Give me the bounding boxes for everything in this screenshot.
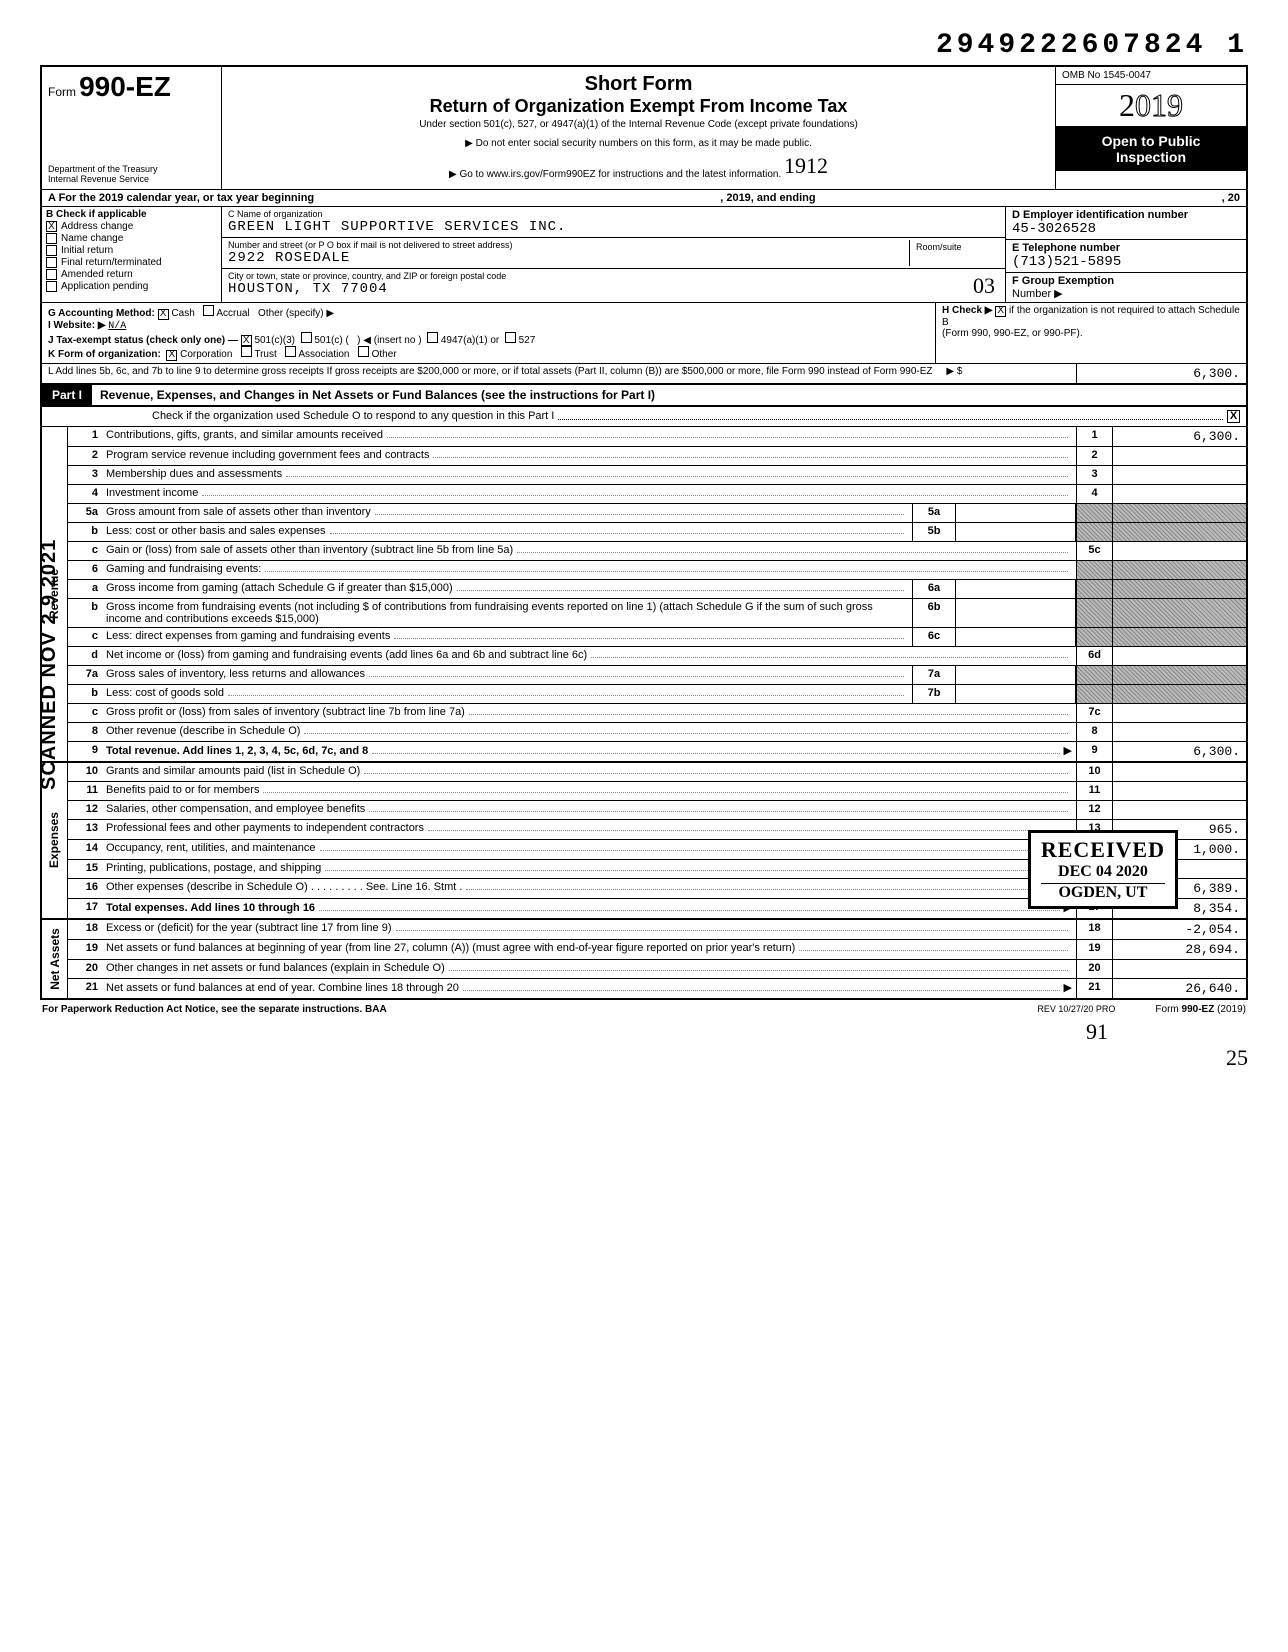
- line-c: cGross profit or (loss) from sales of in…: [68, 704, 1246, 723]
- phone: (713)521-5895: [1012, 254, 1240, 270]
- line-11: 11Benefits paid to or for members11: [68, 782, 1246, 801]
- line-19: 19Net assets or fund balances at beginni…: [68, 940, 1246, 960]
- amt-20: [1112, 960, 1246, 978]
- checkbox[interactable]: [46, 233, 57, 244]
- line-3: 3Membership dues and assessments3: [68, 466, 1246, 485]
- checkbox[interactable]: [46, 245, 57, 256]
- title1: Short Form: [232, 73, 1045, 96]
- accrual-checkbox[interactable]: [203, 305, 214, 316]
- room-suite: Room/suite: [909, 240, 999, 266]
- amt-21: 26,640.: [1112, 979, 1246, 998]
- col-c: C Name of organization GREEN LIGHT SUPPO…: [222, 207, 1006, 302]
- handwritten-25: 25: [40, 1045, 1248, 1071]
- h-checkbox[interactable]: X: [995, 306, 1006, 317]
- scanned-stamp: SCANNED NOV 2 9 2021: [38, 539, 61, 790]
- amt-1: 6,300.: [1112, 427, 1246, 446]
- page-footer: For Paperwork Reduction Act Notice, see …: [40, 1000, 1248, 1019]
- form-header: Form 990-EZ Department of the Treasury I…: [40, 65, 1248, 189]
- line-6: 6Gaming and fundraising events:: [68, 561, 1246, 580]
- received-stamp: RECEIVED DEC 04 2020 OGDEN, UT: [1028, 830, 1178, 909]
- row-l: L Add lines 5b, 6c, and 7b to line 9 to …: [40, 364, 1248, 385]
- city: HOUSTON, TX 77004: [228, 281, 999, 297]
- line-4: 4Investment income4: [68, 485, 1246, 504]
- amt-12: [1112, 801, 1246, 819]
- website: N/A: [108, 321, 126, 332]
- line-2: 2Program service revenue including gover…: [68, 447, 1246, 466]
- schedule-o-checkbox[interactable]: X: [1227, 410, 1240, 423]
- amt-7c: [1112, 704, 1246, 722]
- line-b: bLess: cost or other basis and sales exp…: [68, 523, 1246, 542]
- amt-2: [1112, 447, 1246, 465]
- amt-18: -2,054.: [1112, 920, 1246, 939]
- line-c: cLess: direct expenses from gaming and f…: [68, 628, 1246, 647]
- subtitle: Under section 501(c), 527, or 4947(a)(1)…: [232, 119, 1045, 130]
- street: 2922 ROSEDALE: [228, 250, 909, 266]
- 501c3-checkbox[interactable]: X: [241, 335, 252, 346]
- amt-10: [1112, 763, 1246, 781]
- section-revenue: Revenue1Contributions, gifts, grants, an…: [40, 427, 1248, 763]
- title2: Return of Organization Exempt From Incom…: [232, 96, 1045, 117]
- checkbox[interactable]: [46, 281, 57, 292]
- line-5a: 5aGross amount from sale of assets other…: [68, 504, 1246, 523]
- line-1: 1Contributions, gifts, grants, and simil…: [68, 427, 1246, 447]
- handwritten-annot: 1912: [784, 153, 828, 178]
- header-right: OMB No 1545-0047 2019 Open to Public Ins…: [1056, 67, 1246, 189]
- line-7a: 7aGross sales of inventory, less returns…: [68, 666, 1246, 685]
- doc-id: 2949222607824 1: [40, 30, 1248, 61]
- handwritten-91: 91: [40, 1019, 1248, 1045]
- line-l-amt: 6,300.: [1076, 364, 1246, 383]
- col-d: D Employer identification number 45-3026…: [1006, 207, 1246, 302]
- line-a: aGross income from gaming (attach Schedu…: [68, 580, 1246, 599]
- amt-3: [1112, 466, 1246, 484]
- handwritten-03: 03: [973, 273, 995, 299]
- checkbox[interactable]: [46, 257, 57, 268]
- amt-8: [1112, 723, 1246, 741]
- header-mid: Short Form Return of Organization Exempt…: [222, 67, 1056, 189]
- checkbox[interactable]: X: [46, 221, 57, 232]
- line-20: 20Other changes in net assets or fund ba…: [68, 960, 1246, 979]
- form-container: 2949222607824 1 Form 990-EZ Department o…: [40, 30, 1248, 1071]
- cash-checkbox[interactable]: X: [158, 309, 169, 320]
- line-21: 21Net assets or fund balances at end of …: [68, 979, 1246, 998]
- dept-block: Department of the Treasury Internal Reve…: [48, 165, 215, 185]
- row-gh: G Accounting Method: X Cash Accrual Othe…: [40, 302, 1248, 364]
- corp-checkbox[interactable]: X: [166, 350, 177, 361]
- org-name: GREEN LIGHT SUPPORTIVE SERVICES INC.: [228, 219, 999, 235]
- amt-9: 6,300.: [1112, 742, 1246, 761]
- open-to-public: Open to Public Inspection: [1056, 127, 1246, 171]
- line-8: 8Other revenue (describe in Schedule O)8: [68, 723, 1246, 742]
- omb-no: OMB No 1545-0047: [1056, 67, 1246, 85]
- amt-5c: [1112, 542, 1246, 560]
- note2: ▶ Go to www.irs.gov/Form990EZ for instru…: [232, 157, 1045, 183]
- line-18: 18Excess or (deficit) for the year (subt…: [68, 920, 1246, 940]
- note1: ▶ Do not enter social security numbers o…: [232, 138, 1045, 149]
- tax-year: 2019: [1056, 85, 1246, 127]
- form-prefix: Form: [48, 85, 76, 99]
- line-c: cGain or (loss) from sale of assets othe…: [68, 542, 1246, 561]
- section-net-assets: Net Assets18Excess or (deficit) for the …: [40, 920, 1248, 1000]
- amt-4: [1112, 485, 1246, 503]
- col-b: B Check if applicable XAddress changeNam…: [42, 207, 222, 302]
- line-9: 9Total revenue. Add lines 1, 2, 3, 4, 5c…: [68, 742, 1246, 761]
- line-b: bLess: cost of goods sold7b: [68, 685, 1246, 704]
- header-left: Form 990-EZ Department of the Treasury I…: [42, 67, 222, 189]
- ein: 45-3026528: [1012, 221, 1240, 237]
- part1-header: Part I Revenue, Expenses, and Changes in…: [40, 385, 1248, 407]
- check-schedule-o: Check if the organization used Schedule …: [40, 407, 1248, 427]
- checkbox[interactable]: [46, 269, 57, 280]
- section-bcd: B Check if applicable XAddress changeNam…: [40, 207, 1248, 302]
- amt-11: [1112, 782, 1246, 800]
- row-a: A For the 2019 calendar year, or tax yea…: [40, 189, 1248, 207]
- amt-19: 28,694.: [1112, 940, 1246, 959]
- line-b: bGross income from fundraising events (n…: [68, 599, 1246, 628]
- line-10: 10Grants and similar amounts paid (list …: [68, 763, 1246, 782]
- form-number: 990-EZ: [79, 71, 171, 102]
- line-12: 12Salaries, other compensation, and empl…: [68, 801, 1246, 820]
- amt-6d: [1112, 647, 1246, 665]
- line-d: dNet income or (loss) from gaming and fu…: [68, 647, 1246, 666]
- dept2: Internal Revenue Service: [48, 175, 215, 185]
